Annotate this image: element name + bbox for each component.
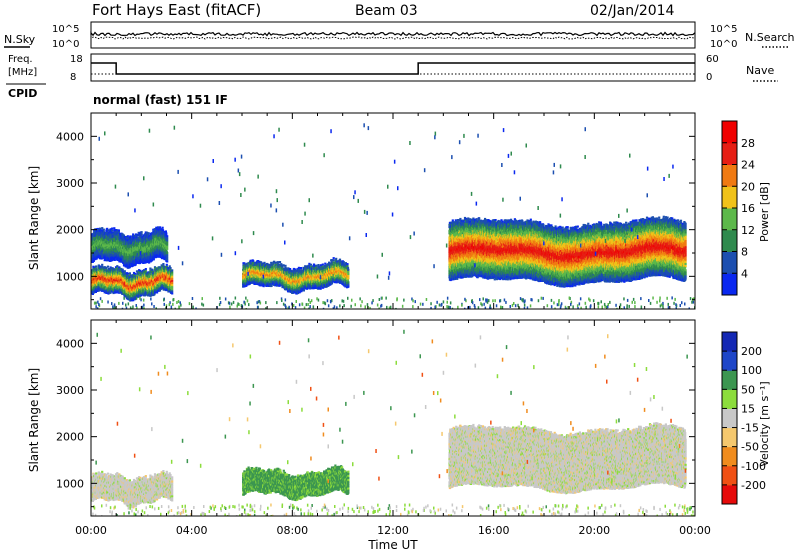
echo-cell <box>111 228 113 230</box>
echo-cell <box>171 288 173 290</box>
echo-cell <box>252 260 254 262</box>
echo-cell <box>166 252 168 254</box>
date-label: 02/Jan/2014 <box>590 3 675 19</box>
nsearch-tick-top: 10^5 <box>710 24 737 35</box>
nsky-tick-bottom: 10^0 <box>52 39 79 50</box>
echo-cell <box>129 272 131 274</box>
echo-cell <box>166 254 168 256</box>
freq-label-line1: Freq. <box>8 54 33 65</box>
echo-cell <box>113 227 115 229</box>
echo-cell <box>166 256 168 258</box>
echo-cell <box>127 235 129 237</box>
echo-cell <box>171 274 173 276</box>
echo-cell <box>166 246 168 248</box>
echo-cell <box>124 270 126 272</box>
echo-cell <box>118 229 120 231</box>
nave-tick-bottom: 0 <box>706 72 712 83</box>
echo-cell <box>101 264 103 266</box>
echo-cell <box>171 292 173 294</box>
freq-panel-frame <box>91 54 695 81</box>
echo-cell <box>171 271 173 273</box>
echo-cell <box>166 260 168 262</box>
echo-cell <box>166 237 168 239</box>
echo-cell <box>95 265 97 267</box>
nsearch-tick-bottom: 10^0 <box>710 39 737 50</box>
noise-traces <box>91 33 695 41</box>
nsky-tick-top: 10^5 <box>52 24 79 35</box>
echo-cell <box>99 228 101 230</box>
echo-cell <box>166 244 168 246</box>
nsearch-trace <box>91 37 695 40</box>
echo-cell <box>148 232 150 234</box>
echo-cell <box>250 260 252 262</box>
echo-cell <box>166 235 168 237</box>
nsky-trace <box>91 33 695 36</box>
echo-cell <box>171 282 173 284</box>
echo-cell <box>171 278 173 280</box>
echo-cell <box>111 230 113 232</box>
freq-tick-bottom: 8 <box>70 72 76 83</box>
echo-cell <box>165 230 167 232</box>
echo-cell <box>107 266 109 268</box>
echo-cell <box>145 268 147 270</box>
echo-cell <box>171 280 173 282</box>
echo-cell <box>166 258 168 260</box>
beam-label: Beam 03 <box>355 3 418 19</box>
nsky-label: N.Sky <box>4 33 36 46</box>
echo-cell <box>171 286 173 288</box>
cpid-label: CPID <box>8 87 37 100</box>
echo-cell <box>141 233 143 235</box>
echo-cell <box>171 269 173 271</box>
mode-text: normal (fast) 151 IF <box>93 93 228 107</box>
echo-cell <box>162 227 164 229</box>
echo-cell <box>171 290 173 292</box>
freq-label-line2: [MHz] <box>8 67 37 78</box>
echo-cell <box>153 258 155 260</box>
echo-cell <box>162 263 164 265</box>
freq-trace <box>91 63 695 74</box>
freq-traces <box>91 63 695 74</box>
echo-cell <box>159 226 161 228</box>
nave-label: Nave <box>746 64 774 77</box>
echo-cell <box>166 242 168 244</box>
echo-cell <box>129 235 131 237</box>
nave-tick-top: 60 <box>706 54 719 65</box>
echo-cell <box>166 264 168 266</box>
echo-cell <box>103 229 105 231</box>
echo-cell <box>145 270 147 272</box>
echo-cell <box>114 259 116 261</box>
nsearch-label: N.Search <box>745 31 795 44</box>
echo-cell <box>171 284 173 286</box>
echo-cell <box>169 267 171 269</box>
echo-cell <box>166 248 168 250</box>
freq-tick-top: 18 <box>70 54 83 65</box>
echo-cell <box>166 239 168 241</box>
echo-cell <box>122 269 124 271</box>
echo-cell <box>165 232 167 234</box>
echo-cell <box>141 231 143 233</box>
station-title: Fort Hays East (fitACF) <box>92 1 261 19</box>
echo-cell <box>171 276 173 278</box>
